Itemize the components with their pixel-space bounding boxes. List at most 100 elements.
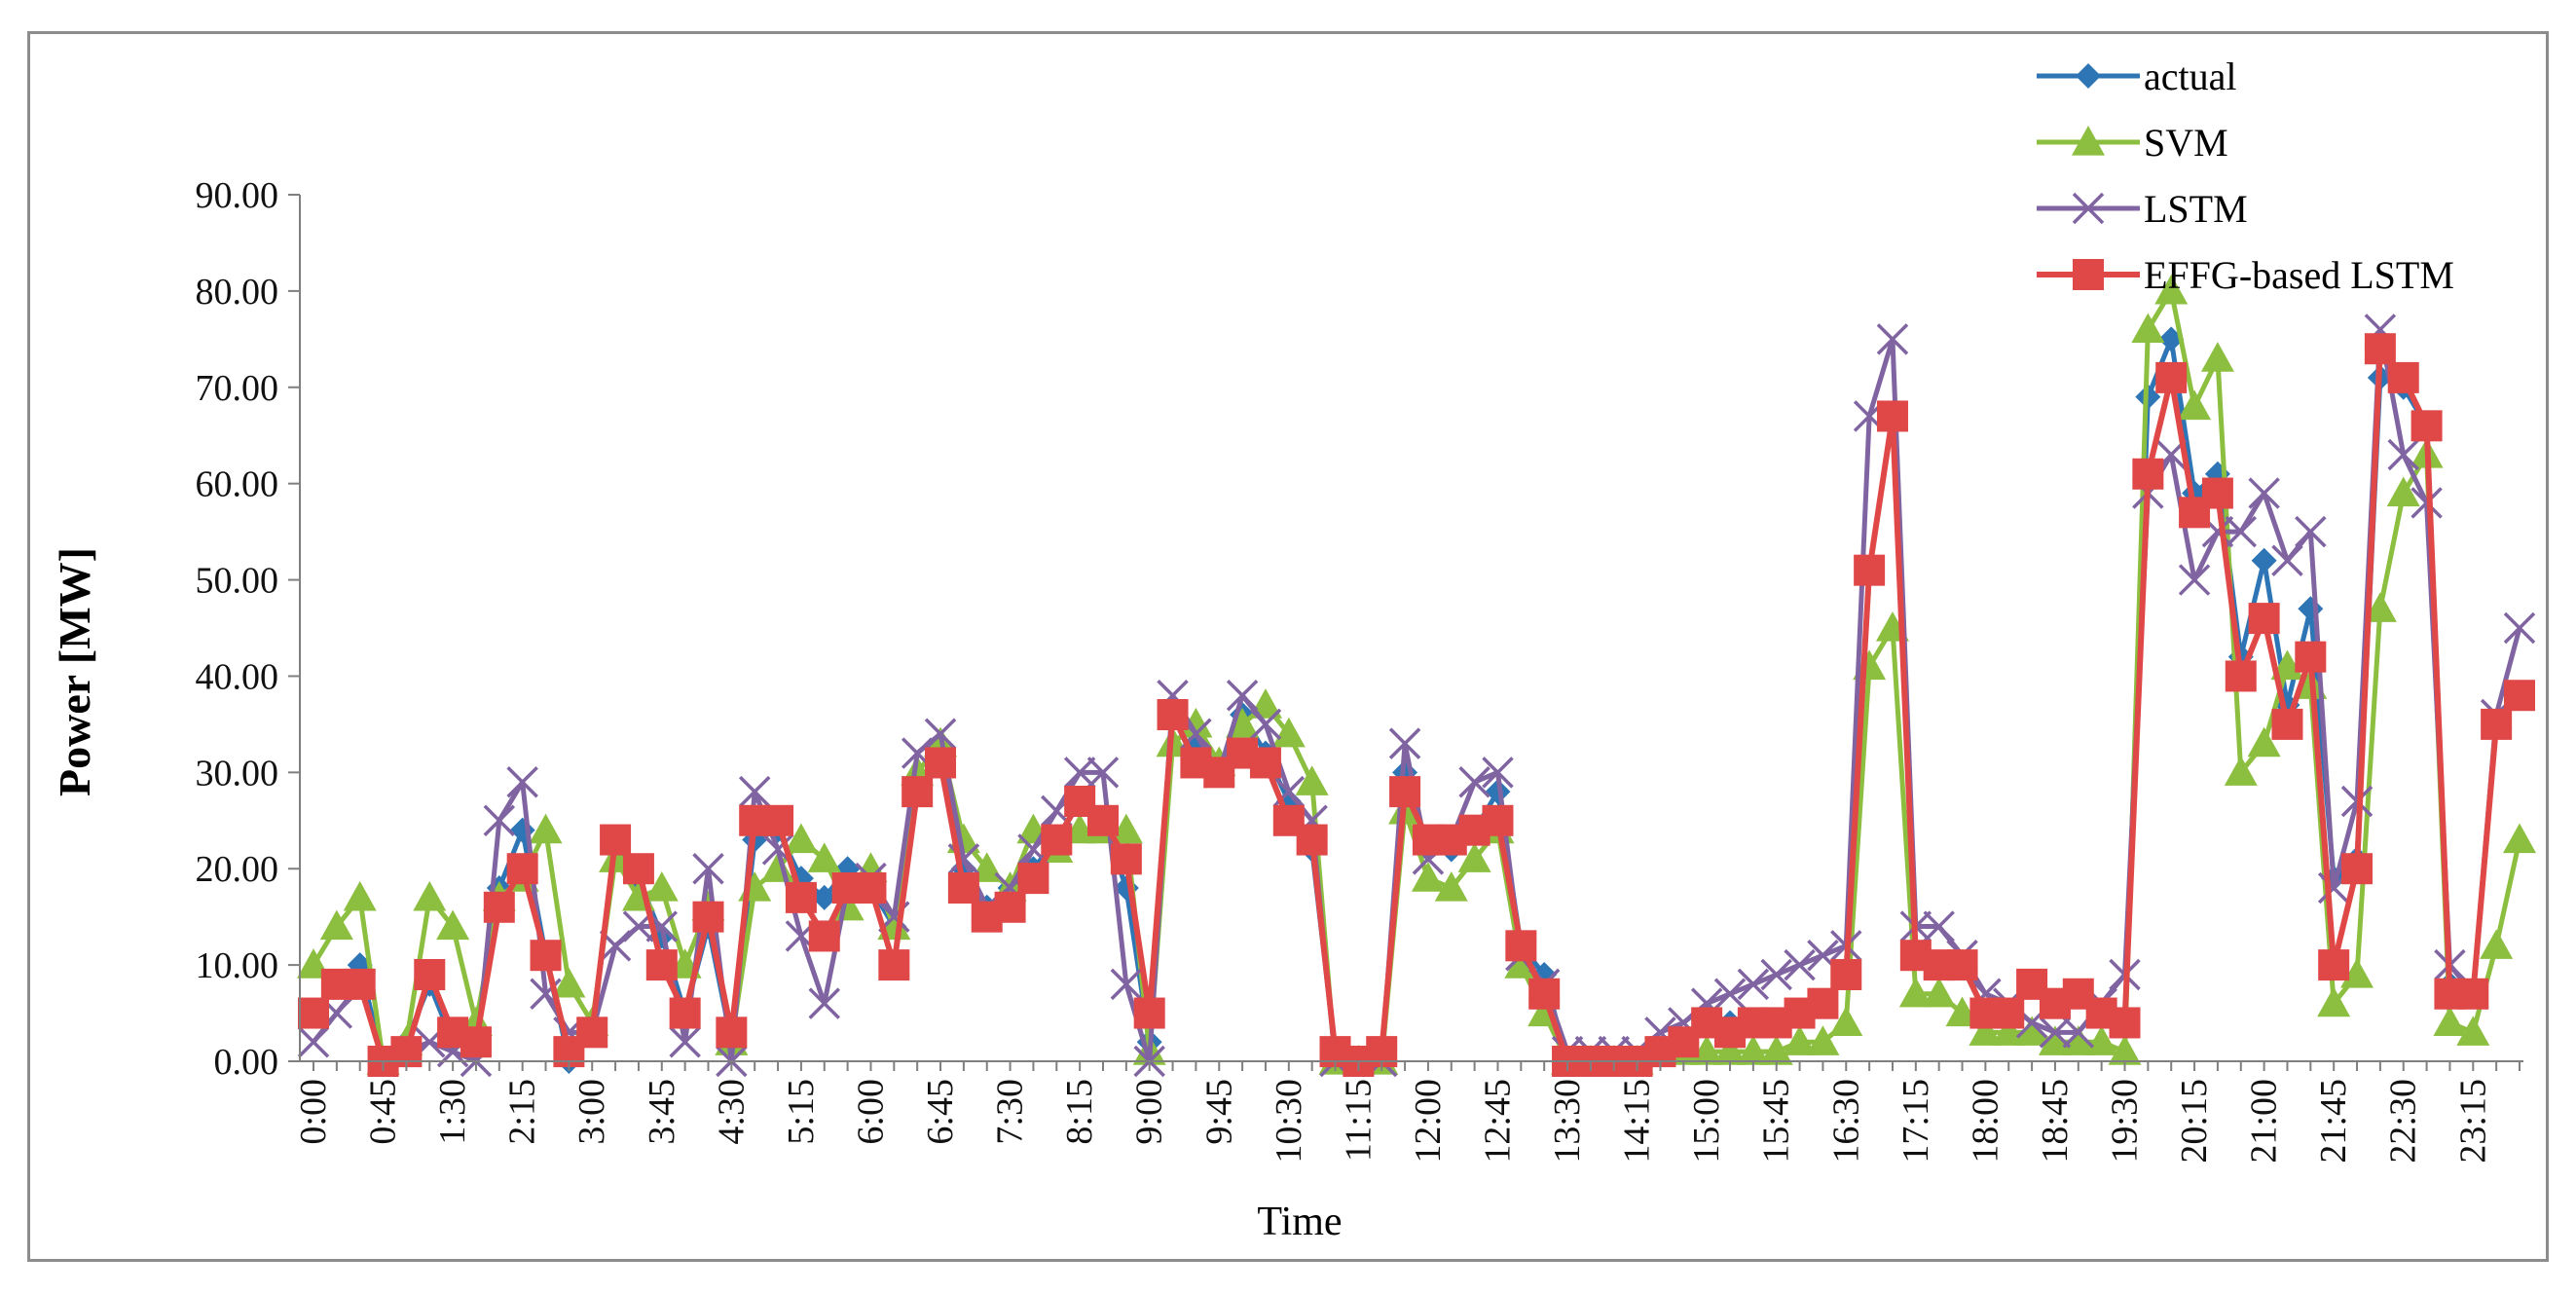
legend-item-svm: SVM	[2037, 121, 2228, 165]
x-tick-label: 6:45	[920, 1079, 961, 1145]
data-point-effg-lstm	[1110, 843, 1142, 875]
x-tick-label: 0:00	[293, 1079, 334, 1145]
data-point-lstm	[2340, 785, 2374, 818]
legend-label: actual	[2144, 55, 2237, 98]
data-point-effg-lstm	[947, 872, 979, 904]
data-point-effg-lstm	[669, 997, 701, 1029]
data-point-svm	[2433, 1006, 2467, 1037]
x-tick-label: 1:30	[432, 1079, 473, 1145]
x-tick-label: 19:30	[2105, 1079, 2146, 1164]
data-point-svm	[2317, 986, 2351, 1017]
data-point-svm	[1295, 765, 1329, 795]
data-point-svm	[529, 813, 563, 844]
data-point-effg-lstm	[600, 824, 632, 856]
x-tick-label: 8:15	[1059, 1079, 1100, 1145]
x-tick-label: 14:15	[1617, 1079, 1658, 1164]
x-tick-label: 10:30	[1269, 1079, 1309, 1164]
data-point-svm	[1898, 977, 1932, 1008]
data-point-effg-lstm	[506, 853, 538, 885]
data-point-svm	[2154, 274, 2189, 305]
series-actual	[301, 326, 2532, 1074]
axes	[299, 195, 2523, 1062]
y-tick-label: 20.00	[196, 849, 279, 890]
x-tick-label: 21:45	[2313, 1079, 2354, 1164]
data-point-svm	[436, 909, 470, 941]
x-tick-label: 5:15	[781, 1079, 822, 1145]
data-point-svm	[2200, 342, 2234, 372]
data-point-effg-lstm	[1505, 930, 1537, 962]
data-point-effg-lstm	[2341, 853, 2374, 885]
legend-marker	[2072, 126, 2105, 156]
data-point-effg-lstm	[1017, 863, 1049, 895]
legend-marker	[2072, 192, 2105, 225]
data-point-svm	[2224, 756, 2258, 786]
x-tick-label: 9:00	[1129, 1079, 1170, 1145]
data-point-lstm	[692, 852, 724, 885]
x-tick-label: 18:45	[2035, 1079, 2076, 1164]
data-point-effg-lstm	[2387, 361, 2419, 393]
x-ticks: 0:00 0:45 1:30 2:15 3:00 3:45 4:30 5:15 6:00 6:45…	[293, 1061, 2521, 1164]
data-point-actual	[2298, 596, 2324, 622]
data-point-effg-lstm	[762, 804, 794, 836]
data-point-effg-lstm	[994, 891, 1026, 923]
data-point-lstm	[483, 804, 516, 837]
data-point-svm	[2038, 1025, 2072, 1055]
data-point-lstm	[669, 1025, 701, 1058]
legend-marker	[2073, 259, 2104, 290]
data-point-lstm	[1482, 757, 1514, 789]
data-point-effg-lstm	[576, 1016, 608, 1049]
x-tick-label: 3:00	[571, 1079, 612, 1145]
data-point-svm	[1806, 1025, 1840, 1055]
data-point-lstm	[1226, 679, 1259, 712]
y-ticks: 0.00 10.00 20.00 30.00 40.00 50.00 60.00 70.00 8…	[196, 175, 300, 1083]
x-tick-label: 22:30	[2383, 1079, 2424, 1164]
data-point-svm	[2480, 929, 2514, 959]
x-tick-label: 11:15	[1338, 1079, 1379, 1162]
data-point-lstm	[738, 775, 771, 808]
x-tick-label: 3:45	[642, 1079, 682, 1145]
data-point-svm	[319, 909, 353, 941]
legend-label: EFFG-based LSTM	[2144, 253, 2454, 297]
data-point-lstm	[1713, 978, 1747, 1011]
legend-item-actual: actual	[2037, 55, 2237, 98]
data-point-lstm	[2295, 515, 2327, 548]
data-point-effg-lstm	[1041, 824, 1073, 856]
data-point-svm	[1271, 717, 1306, 748]
x-tick-label: 21:00	[2244, 1079, 2285, 1164]
data-point-effg-lstm	[855, 872, 887, 904]
x-tick-label: 13:30	[1547, 1079, 1588, 1164]
data-point-effg-lstm	[1482, 804, 1514, 836]
series-lstm	[297, 314, 2536, 1078]
data-point-effg-lstm	[878, 949, 910, 981]
data-point-svm	[2061, 1025, 2095, 1055]
x-tick-label: 2:15	[502, 1079, 543, 1145]
data-point-svm	[1434, 871, 1468, 902]
data-point-svm	[1736, 1035, 1770, 1065]
x-tick-label: 0:45	[363, 1079, 404, 1145]
y-axis-title: Power [MW]	[50, 547, 99, 796]
y-tick-label: 30.00	[196, 753, 279, 794]
data-point-effg-lstm	[2225, 660, 2257, 692]
series-effg-lstm	[298, 333, 2535, 1077]
data-point-effg-lstm	[1133, 997, 1165, 1029]
legend-marker	[2076, 63, 2101, 89]
series-svm	[297, 274, 2536, 1075]
data-point-effg-lstm	[1086, 804, 1119, 836]
x-tick-label: 4:30	[711, 1079, 752, 1145]
data-point-svm	[1759, 1035, 1793, 1065]
data-point-svm	[807, 842, 841, 872]
data-point-lstm	[506, 765, 538, 798]
data-point-lstm	[1760, 958, 1792, 991]
data-point-effg-lstm	[1876, 400, 1908, 432]
legend-label: LSTM	[2144, 187, 2248, 231]
data-point-effg-lstm	[808, 920, 840, 952]
data-point-lstm	[2248, 477, 2280, 509]
data-point-lstm	[2271, 544, 2303, 577]
data-point-svm	[2503, 823, 2536, 854]
data-point-svm	[552, 967, 586, 998]
data-point-effg-lstm	[460, 1026, 492, 1058]
data-point-effg-lstm	[1389, 776, 1421, 808]
data-point-svm	[1922, 977, 1956, 1008]
data-point-effg-lstm	[1249, 747, 1281, 779]
